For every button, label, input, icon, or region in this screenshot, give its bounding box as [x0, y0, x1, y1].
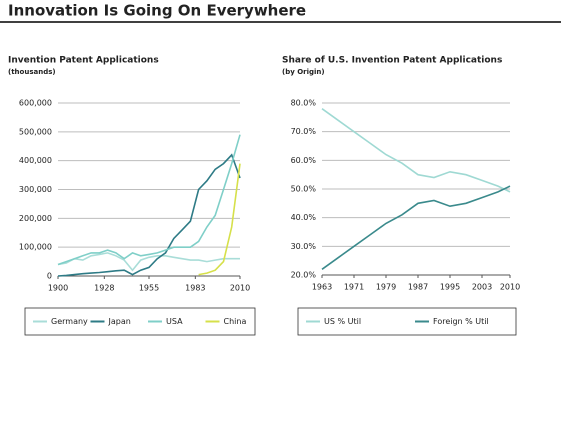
- chart-subtitle: (by Origin): [282, 68, 325, 76]
- line-series: [198, 163, 241, 276]
- y-tick-label: 500,000: [19, 127, 52, 136]
- legend-box: [24, 307, 256, 336]
- x-tick-label: 1979: [376, 283, 396, 292]
- y-tick-label: 600,000: [19, 99, 52, 108]
- x-tick-label: 1900: [48, 284, 68, 293]
- y-tick-label: 0: [47, 272, 52, 281]
- x-tick-label: 1987: [408, 283, 428, 292]
- y-tick-label: 400,000: [19, 156, 52, 165]
- x-tick-label: 1963: [312, 283, 332, 292]
- legend-label: China: [224, 317, 247, 326]
- legend-label: Foreign % Util: [433, 317, 489, 326]
- x-tick-label: 2003: [472, 283, 492, 292]
- legend-label: Germany: [51, 317, 88, 326]
- line-series: [57, 134, 241, 266]
- line-series: [321, 185, 511, 270]
- legend-label: USA: [166, 317, 183, 326]
- main-title: Innovation Is Going On Everywhere: [8, 2, 306, 20]
- legend-label: Japan: [108, 317, 131, 326]
- x-tick-label: 2010: [230, 284, 250, 293]
- y-tick-label: 50.0%: [291, 185, 317, 194]
- line-series: [57, 252, 240, 272]
- x-tick-label: 1995: [440, 283, 460, 292]
- y-tick-label: 100,000: [19, 243, 52, 252]
- line-series: [57, 153, 241, 277]
- line-series: [321, 108, 511, 193]
- y-tick-label: 40.0%: [291, 213, 317, 222]
- x-tick-label: 2010: [500, 283, 520, 292]
- x-tick-label: 1928: [94, 284, 114, 293]
- y-tick-label: 30.0%: [291, 242, 317, 251]
- y-tick-label: 200,000: [19, 214, 52, 223]
- chart-title: Share of U.S. Invention Patent Applicati…: [282, 56, 502, 66]
- y-tick-label: 60.0%: [291, 156, 317, 165]
- x-tick-label: 1971: [344, 283, 364, 292]
- chart-title: Invention Patent Applications: [8, 56, 159, 66]
- y-tick-label: 300,000: [19, 185, 52, 194]
- y-tick-label: 20.0%: [291, 271, 317, 280]
- y-tick-label: 70.0%: [291, 127, 317, 136]
- legend-label: US % Util: [324, 317, 361, 326]
- legend-box: [297, 307, 517, 336]
- y-tick-label: 80.0%: [291, 99, 317, 108]
- chart-subtitle: (thousands): [8, 68, 56, 76]
- x-tick-label: 1983: [185, 284, 205, 293]
- x-tick-label: 1955: [139, 284, 159, 293]
